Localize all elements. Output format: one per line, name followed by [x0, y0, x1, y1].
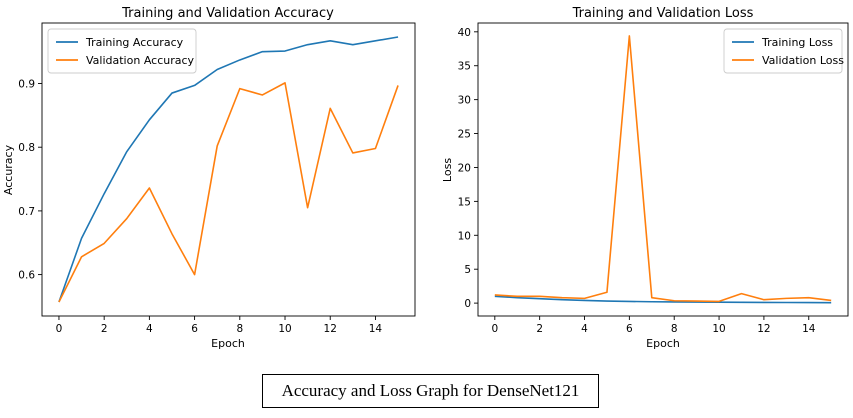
accuracy-ytick-label: 0.8 — [18, 142, 35, 154]
accuracy-chart-ylabel: Accuracy — [2, 144, 15, 195]
accuracy-series-line-1 — [58, 82, 399, 303]
accuracy-ytick-label: 0.6 — [18, 270, 35, 282]
loss-ytick-label: 35 — [458, 61, 471, 73]
loss-legend-label-0: Training Loss — [761, 36, 833, 49]
accuracy-ytick-label: 0.9 — [18, 79, 35, 91]
accuracy-xtick-label: 12 — [324, 323, 337, 335]
accuracy-legend-box — [47, 28, 197, 74]
accuracy-chart-xlabel: Epoch — [211, 337, 245, 350]
loss-xtick-label: 12 — [757, 323, 770, 335]
figure-caption: Accuracy and Loss Graph for DenseNet121 — [281, 381, 580, 400]
accuracy-legend-label-1: Validation Accuracy — [86, 54, 195, 67]
loss-chart-xlabel: Epoch — [646, 337, 680, 350]
loss-ytick-label: 10 — [458, 230, 471, 242]
loss-xtick-label: 0 — [491, 323, 498, 335]
accuracy-series-line-0 — [58, 36, 399, 303]
accuracy-xtick-label: 2 — [101, 323, 108, 335]
accuracy-xtick-label: 0 — [56, 323, 63, 335]
accuracy-chart-title: Training and Validation Accuracy — [121, 6, 334, 21]
loss-xtick-label: 2 — [536, 323, 543, 335]
loss-legend-label-1: Validation Loss — [762, 54, 844, 67]
loss-ytick-label: 30 — [458, 95, 471, 107]
loss-xtick-label: 10 — [712, 323, 725, 335]
loss-chart: Training and Validation Loss Epoch Loss … — [441, 6, 849, 350]
loss-xtick-label: 6 — [626, 323, 633, 335]
accuracy-xtick-label: 8 — [236, 323, 243, 335]
loss-axes-frame — [477, 22, 849, 317]
loss-chart-ylabel: Loss — [441, 158, 454, 182]
loss-ytick-label: 5 — [464, 264, 471, 276]
figure-caption-box: Accuracy and Loss Graph for DenseNet121 — [262, 374, 599, 408]
accuracy-legend-label-0: Training Accuracy — [85, 36, 184, 49]
accuracy-axes-frame — [41, 22, 416, 317]
accuracy-chart: Training and Validation Accuracy Epoch A… — [2, 6, 416, 350]
accuracy-legend: Training Accuracy Validation Accuracy — [47, 28, 197, 74]
loss-ytick-label: 15 — [458, 196, 471, 208]
accuracy-xtick-label: 6 — [191, 323, 198, 335]
loss-xtick-label: 14 — [802, 323, 816, 335]
loss-ytick-label: 25 — [458, 129, 471, 141]
accuracy-ytick-label: 0.7 — [18, 206, 35, 218]
loss-series-line-0 — [494, 295, 832, 304]
loss-ytick-label: 40 — [458, 27, 471, 39]
accuracy-xtick-label: 14 — [369, 323, 383, 335]
loss-legend-box — [723, 28, 843, 74]
accuracy-xtick-label: 10 — [278, 323, 291, 335]
loss-xtick-label: 8 — [671, 323, 678, 335]
loss-ytick-label: 0 — [464, 298, 471, 310]
loss-chart-title: Training and Validation Loss — [572, 6, 754, 21]
loss-ytick-label: 20 — [458, 162, 471, 174]
loss-series-line-1 — [494, 35, 832, 303]
loss-legend: Training Loss Validation Loss — [723, 28, 844, 74]
accuracy-xtick-label: 4 — [146, 323, 153, 335]
loss-xtick-label: 4 — [581, 323, 588, 335]
